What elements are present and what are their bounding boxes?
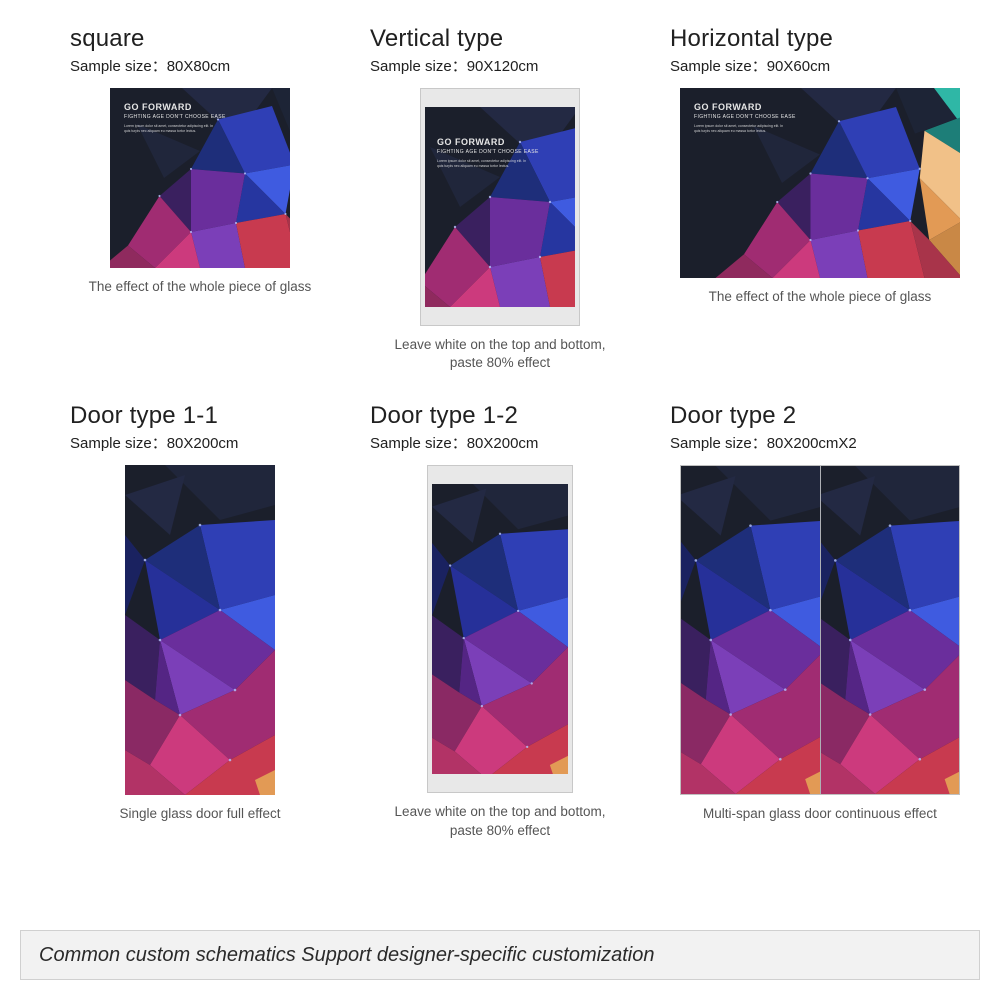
size-vertical: Sample size：90X120cm <box>370 55 538 76</box>
door2-right <box>820 466 959 794</box>
thumb-door12 <box>432 484 568 774</box>
title-door11: Door type 1-1 <box>70 402 238 430</box>
thumb-square: GO FORWARD FIGHTING AGE DON'T CHOOSE EAS… <box>110 88 290 268</box>
caption-horizontal: The effect of the whole piece of glass <box>709 288 932 306</box>
overlay-square: GO FORWARD FIGHTING AGE DON'T CHOOSE EAS… <box>124 102 226 134</box>
title-door2: Door type 2 <box>670 402 857 430</box>
size-door11: Sample size：80X200cm <box>70 432 238 453</box>
frame-door12 <box>427 465 573 793</box>
cell-door11: Door type 1-1 Sample size：80X200cm Singl… <box>60 402 340 839</box>
footer-text: Common custom schematics Support designe… <box>39 944 654 967</box>
title-square: square <box>70 25 230 53</box>
caption-square: The effect of the whole piece of glass <box>89 278 312 296</box>
cell-horizontal: Horizontal type Sample size：90X60cm GO F… <box>660 25 980 372</box>
thumb-horizontal: GO FORWARD FIGHTING AGE DON'T CHOOSE EAS… <box>680 88 960 278</box>
door2-left <box>681 466 820 794</box>
thumb-vertical: GO FORWARD FIGHTING AGE DON'T CHOOSE EAS… <box>425 107 575 307</box>
footer-bar: Common custom schematics Support designe… <box>20 930 980 980</box>
caption-door12: Leave white on the top and bottom, paste… <box>395 803 606 839</box>
schematic-grid: square Sample size：80X80cm GO FORWARD FI… <box>0 0 1000 840</box>
title-horizontal: Horizontal type <box>670 25 833 53</box>
caption-door2: Multi-span glass door continuous effect <box>703 805 937 823</box>
thumb-door2 <box>680 465 960 795</box>
title-door12: Door type 1-2 <box>370 402 538 430</box>
cell-door2: Door type 2 Sample size：80X200cmX2 Multi… <box>660 402 980 839</box>
caption-vertical: Leave white on the top and bottom, paste… <box>395 336 606 372</box>
size-door12: Sample size：80X200cm <box>370 432 538 453</box>
title-vertical: Vertical type <box>370 25 538 53</box>
size-door2: Sample size：80X200cmX2 <box>670 432 857 453</box>
overlay-vertical: GO FORWARD FIGHTING AGE DON'T CHOOSE EAS… <box>437 137 539 169</box>
thumb-door11 <box>125 465 275 795</box>
cell-square: square Sample size：80X80cm GO FORWARD FI… <box>60 25 340 372</box>
size-square: Sample size：80X80cm <box>70 55 230 76</box>
caption-door11: Single glass door full effect <box>119 805 280 823</box>
cell-door12: Door type 1-2 Sample size：80X200cm Leave… <box>360 402 640 839</box>
size-horizontal: Sample size：90X60cm <box>670 55 833 76</box>
frame-vertical: GO FORWARD FIGHTING AGE DON'T CHOOSE EAS… <box>420 88 580 326</box>
overlay-horizontal: GO FORWARD FIGHTING AGE DON'T CHOOSE EAS… <box>694 102 796 134</box>
cell-vertical: Vertical type Sample size：90X120cm GO FO… <box>360 25 640 372</box>
